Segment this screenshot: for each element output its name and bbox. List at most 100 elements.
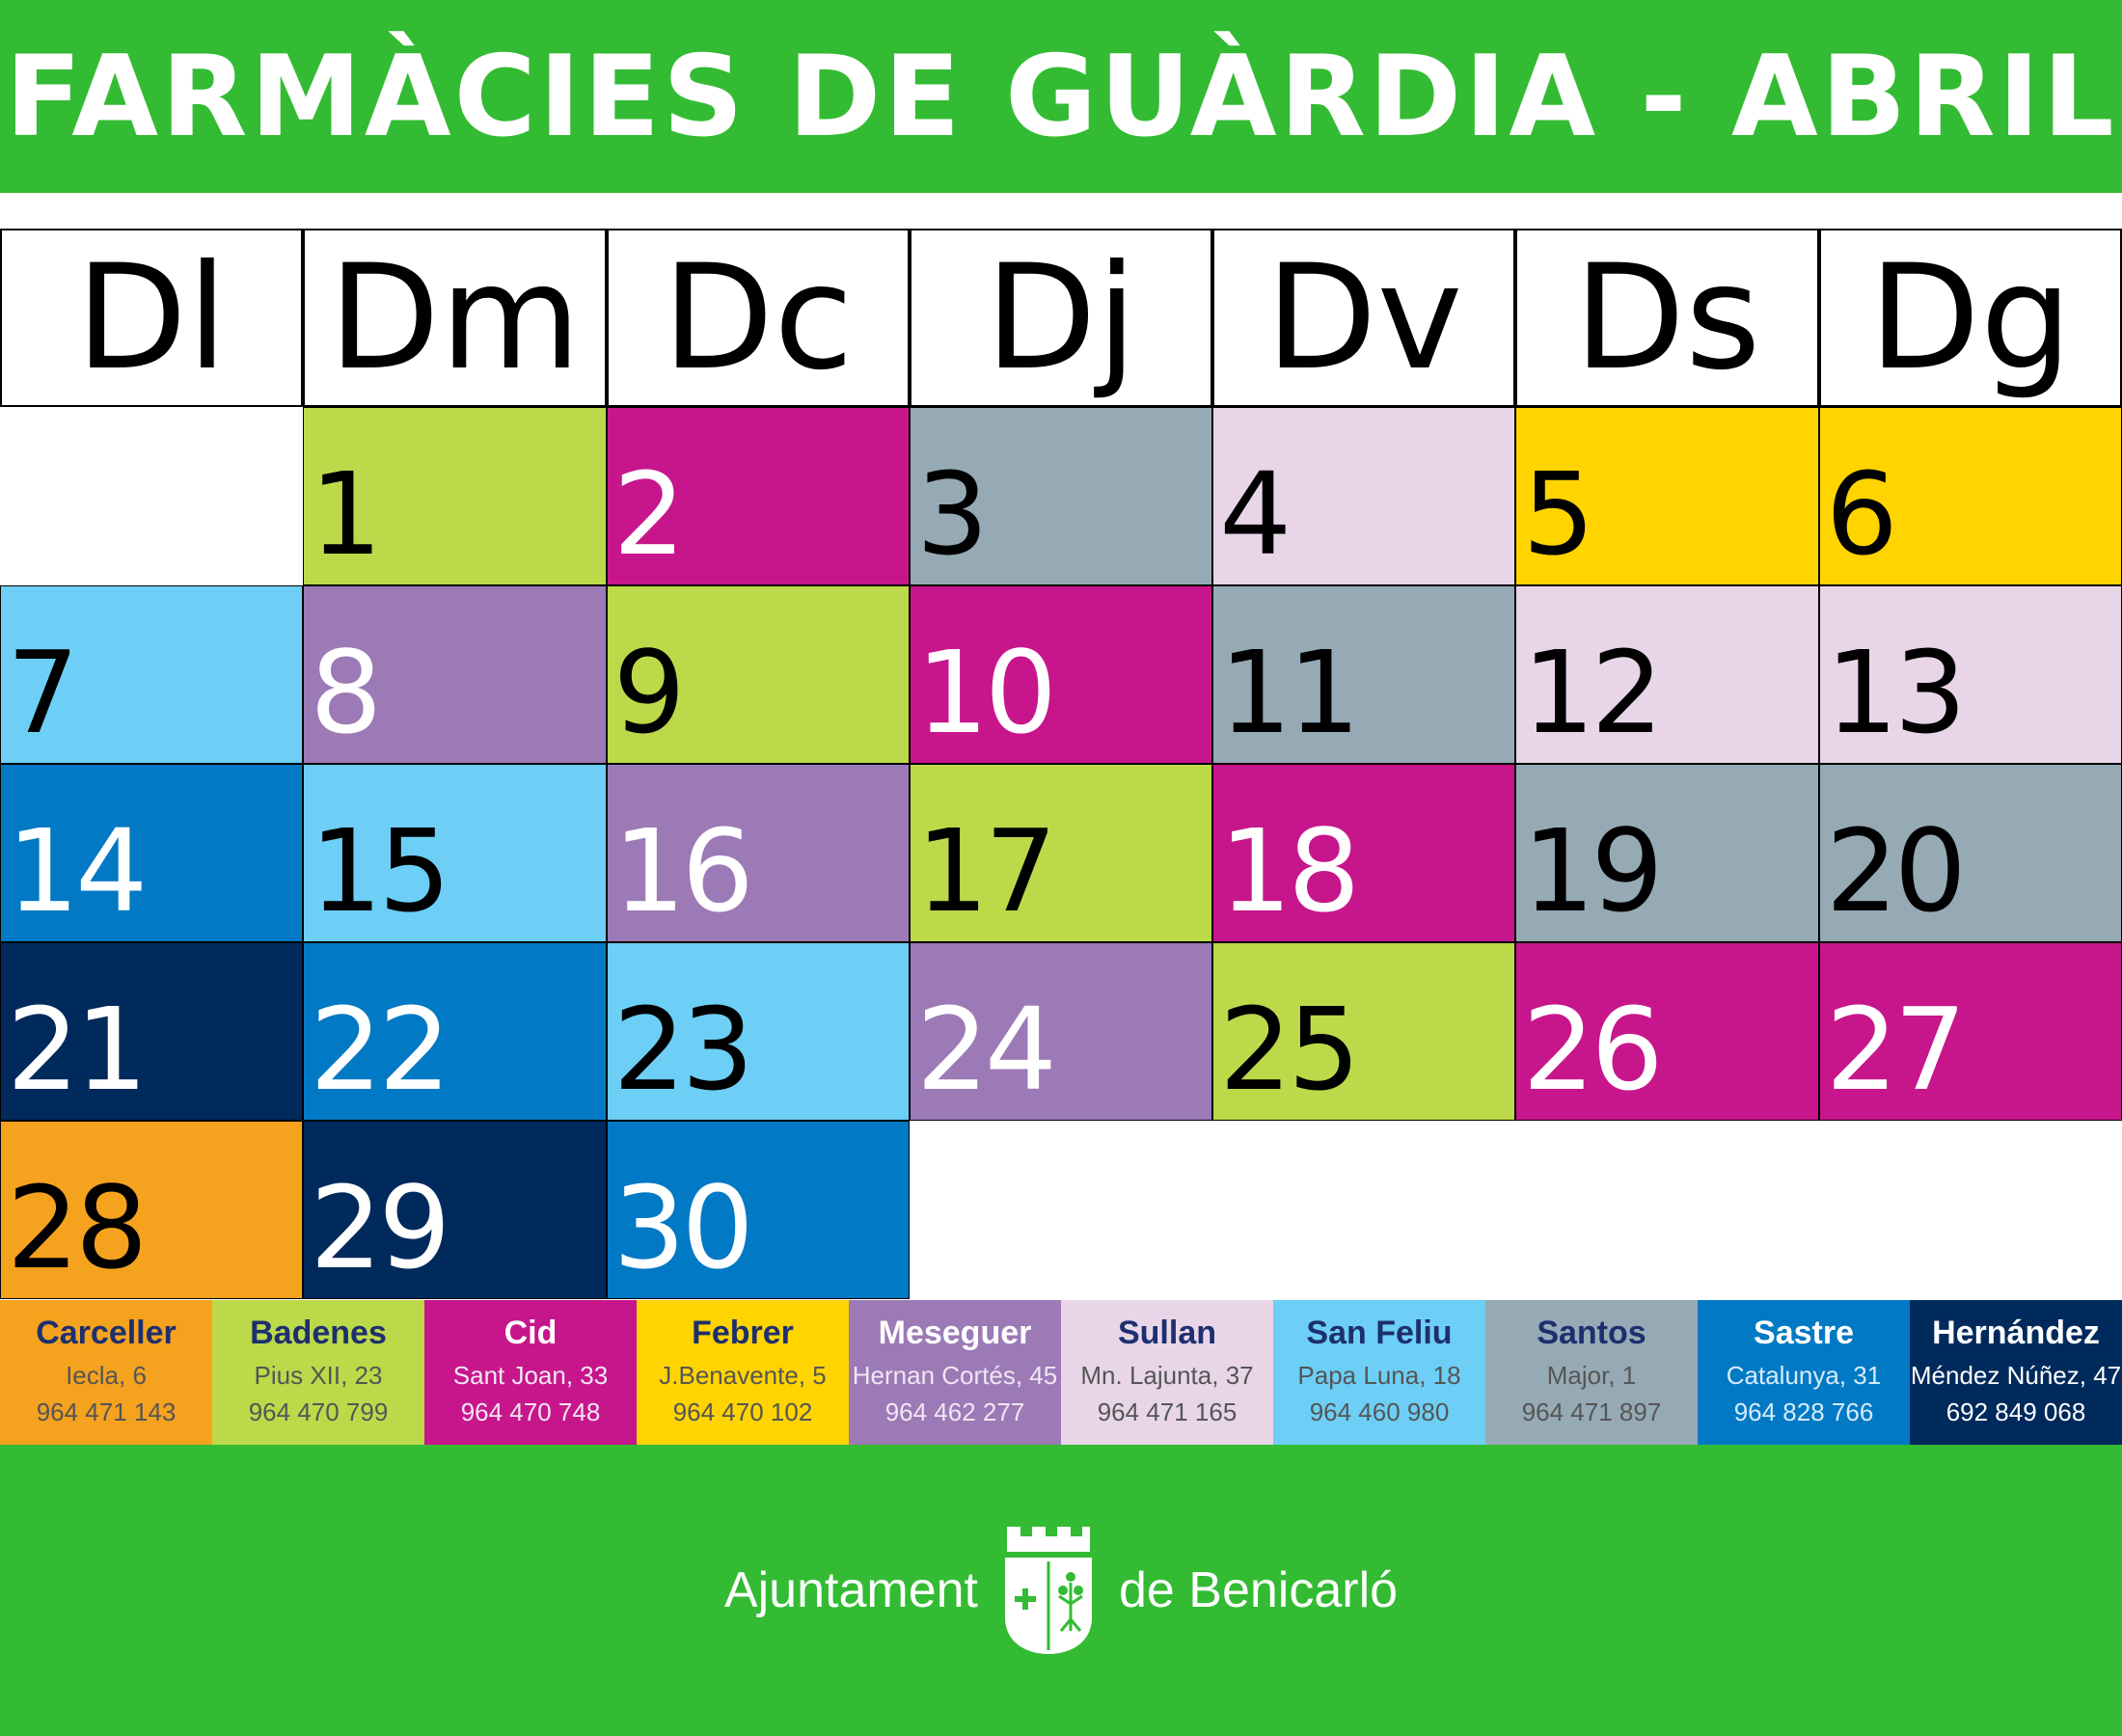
day-cell: 2 [606,407,910,585]
day-number: 21 [7,983,148,1116]
day-number: 22 [310,983,450,1116]
legend-phone: 964 471 897 [1521,1397,1662,1426]
day-number: 16 [612,804,754,937]
legend-phone: 964 471 143 [36,1397,177,1426]
weekday-header: Dj [909,229,1213,407]
day-cell: 4 [1212,407,1516,585]
legend-item: Meseguer Hernan Cortés, 45 964 462 277 [849,1300,1061,1445]
day-cell: 14 [0,764,304,942]
pharmacy-legend: Carceller Iecla, 6 964 471 143 Badenes Pius … [0,1300,2122,1445]
legend-address: Catalunya, 31 [1726,1360,1882,1390]
day-number: 24 [915,983,1057,1116]
day-cell: 25 [1212,942,1516,1121]
day-number: 12 [1522,626,1663,759]
day-cell: 1 [303,407,607,585]
day-number: 5 [1522,448,1594,581]
legend-item: Santos Major, 1 964 471 897 [1485,1300,1698,1445]
footer-left-text: Ajuntament [723,1562,978,1618]
footer-right-text: de Benicarló [1118,1562,1399,1618]
day-number: 9 [612,626,686,759]
day-number: 6 [1825,448,1898,581]
calendar-grid: Dl Dm Dc Dj Dv Ds Dg 1 2 3 4 5 6 7 8 9 10 11 12 13 14 15 16 17 1… [0,229,2122,1299]
empty-cell [0,407,304,585]
day-number: 28 [7,1161,148,1294]
legend-name: Meseguer [878,1314,1032,1351]
header-banner: FARMÀCIES DE GUÀRDIA - ABRIL [0,0,2122,193]
day-cell: 13 [1818,585,2122,764]
legend-item: Sastre Catalunya, 31 964 828 766 [1698,1300,1910,1445]
day-number: 29 [310,1161,450,1294]
day-cell: 24 [909,942,1213,1121]
day-cell: 28 [0,1121,304,1299]
day-number: 1 [310,448,382,581]
day-number: 15 [310,804,450,937]
legend-address: J.Benavente, 5 [659,1360,827,1390]
legend-address: Mn. Lajunta, 37 [1080,1360,1254,1390]
legend-phone: 964 828 766 [1733,1397,1874,1426]
day-cell: 21 [0,942,304,1121]
empty-cell [1818,1121,2122,1299]
legend-name: Badenes [250,1314,387,1351]
day-cell: 26 [1515,942,1819,1121]
day-number: 14 [7,804,148,937]
legend-name: Sullan [1117,1314,1217,1351]
legend-name: Carceller [36,1314,177,1351]
weekday-header: Dm [303,229,607,407]
day-number: 26 [1522,983,1663,1116]
day-number: 7 [7,626,79,759]
day-cell: 8 [303,585,607,764]
day-number: 8 [310,626,382,759]
day-number: 23 [612,983,754,1116]
weekday-header: Dl [0,229,304,407]
day-cell: 19 [1515,764,1819,942]
benicarlo-crest-icon [1004,1527,1092,1654]
day-cell: 17 [909,764,1213,942]
legend-item: Badenes Pius XII, 23 964 470 799 [212,1300,424,1445]
day-cell: 15 [303,764,607,942]
day-number: 17 [915,804,1057,937]
day-number: 27 [1825,983,1967,1116]
legend-phone: 964 460 980 [1309,1397,1450,1426]
day-cell: 23 [606,942,910,1121]
legend-phone: 964 470 102 [672,1397,813,1426]
footer: Ajuntament de Benicarló [0,1445,2122,1736]
day-cell: 27 [1818,942,2122,1121]
day-number: 30 [612,1161,754,1294]
day-cell: 22 [303,942,607,1121]
empty-cell [909,1121,1213,1299]
legend-address: Iecla, 6 [66,1360,147,1390]
legend-name: Febrer [692,1314,794,1351]
legend-address: Major, 1 [1546,1360,1637,1390]
weekday-header: Dg [1818,229,2122,407]
legend-item: Febrer J.Benavente, 5 964 470 102 [637,1300,849,1445]
legend-item: Cid Sant Joan, 33 964 470 748 [424,1300,637,1445]
day-number: 25 [1219,983,1360,1116]
day-cell: 3 [909,407,1213,585]
day-number: 20 [1825,804,1967,937]
legend-name: Hernández [1932,1314,2100,1351]
day-number: 10 [915,626,1057,759]
legend-address: Papa Luna, 18 [1297,1360,1461,1390]
legend-address: Pius XII, 23 [254,1360,383,1390]
day-number: 13 [1825,626,1967,759]
day-cell: 6 [1818,407,2122,585]
day-cell: 12 [1515,585,1819,764]
legend-name: Sastre [1754,1314,1854,1351]
day-number: 19 [1522,804,1663,937]
day-number: 4 [1219,448,1292,581]
day-cell: 20 [1818,764,2122,942]
day-cell: 29 [303,1121,607,1299]
empty-cell [1515,1121,1819,1299]
weekday-header: Dc [606,229,910,407]
legend-item: Carceller Iecla, 6 964 471 143 [0,1300,212,1445]
legend-address: Méndez Núñez, 47 [1910,1360,2122,1390]
legend-item: Sullan Mn. Lajunta, 37 964 471 165 [1061,1300,1273,1445]
day-cell: 5 [1515,407,1819,585]
day-cell: 10 [909,585,1213,764]
empty-cell [1212,1121,1516,1299]
weekday-header: Ds [1515,229,1819,407]
legend-phone: 692 849 068 [1945,1397,2086,1426]
legend-phone: 964 471 165 [1097,1397,1238,1426]
day-number: 11 [1219,626,1360,759]
legend-address: Sant Joan, 33 [452,1360,609,1390]
